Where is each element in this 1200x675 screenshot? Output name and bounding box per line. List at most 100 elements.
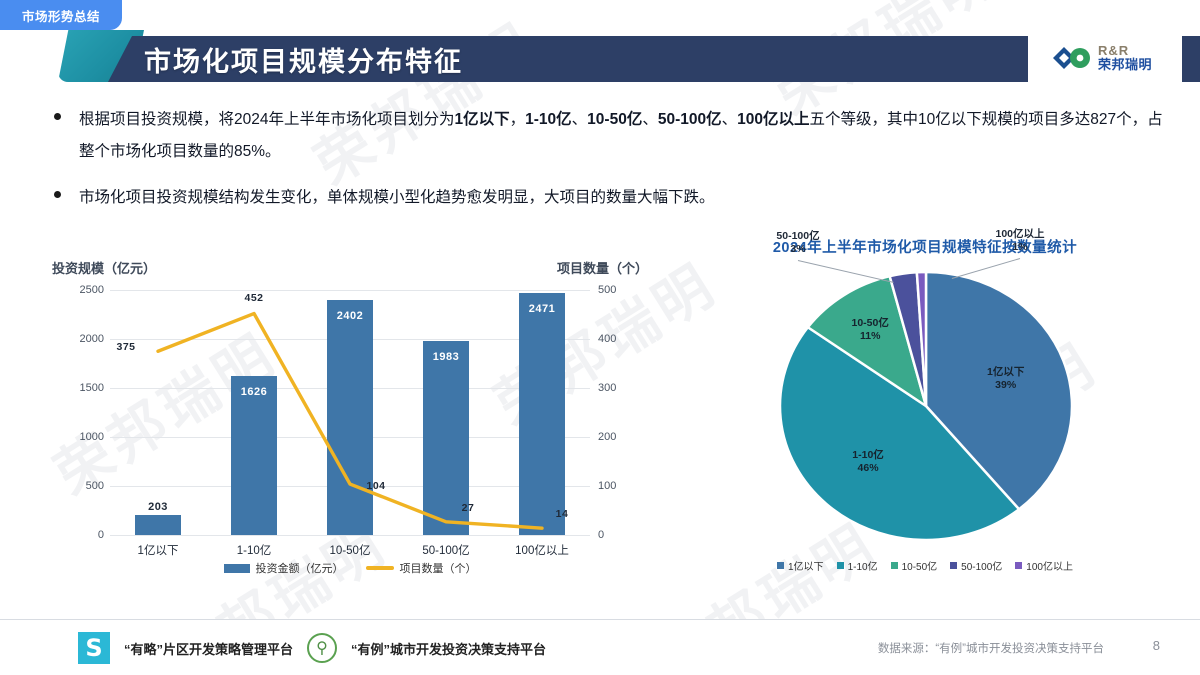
bar-value-label: 203	[148, 501, 168, 514]
brand-name-cn: 荣邦瑞明	[1098, 56, 1153, 72]
line-value-label: 27	[461, 501, 475, 514]
title-banner: 市场化项目规模分布特征	[108, 36, 1028, 82]
charts-row: 投资规模（亿元） 项目数量（个） 0 0 500 100 1000 200 1500 300 2…	[0, 228, 1200, 613]
x-axis-tick-label: 10-50亿	[329, 545, 371, 557]
bar-chart-plot-area: 0 0 500 100 1000 200 1500 300 2000 400 2500 500 203 1…	[80, 284, 617, 557]
pie-slice-label: 50-100亿 3%	[776, 230, 820, 256]
right-axis-title: 项目数量（个）	[556, 261, 648, 276]
slide-footer: S “有略”片区开发策略管理平台 ⚲ “有例”城市开发投资决策支持平台 数据来源…	[0, 619, 1200, 675]
right-axis-tick: 0	[598, 529, 605, 541]
x-axis-tick-label: 1-10亿	[236, 545, 272, 557]
section-tab[interactable]: 市场形势总结	[0, 0, 122, 30]
bullet-list: 根据项目投资规模，将2024年上半年市场化项目划分为1亿以下，1-10亿、10-…	[54, 104, 1174, 228]
x-axis-tick-label: 100亿以上	[515, 545, 569, 557]
legend-label: 10-50亿	[901, 562, 938, 573]
line-value-label: 452	[244, 291, 264, 304]
legend-item: 1亿以下	[777, 558, 824, 573]
pie-slice[interactable]	[915, 270, 928, 407]
left-axis-tick: 500	[85, 480, 104, 492]
section-tab-label: 市场形势总结	[21, 9, 100, 24]
bar	[327, 299, 373, 535]
legend-label: 50-100亿	[961, 562, 1003, 573]
gridline	[110, 290, 590, 291]
pie-chart-plot-area: 1亿以下 39% 1-10亿 46% 10-50亿 11% 50-100亿 3% 100亿以上 1…	[776, 228, 1076, 552]
line-value-label: 14	[555, 508, 569, 521]
right-axis-tick: 500	[598, 284, 617, 296]
legend-swatch-icon	[836, 562, 844, 569]
bullet-text: 市场化项目投资规模结构发生变化，单体规模小型化趋势愈发明显，大项目的数量大幅下跌…	[79, 189, 715, 206]
pie-slice[interactable]	[778, 325, 1021, 542]
right-axis-tick: 200	[598, 431, 617, 443]
s-logo-icon: S	[78, 632, 110, 664]
bullet-item: 根据项目投资规模，将2024年上半年市场化项目划分为1亿以下，1-10亿、10-…	[54, 104, 1174, 168]
rr-diamond-icon	[1053, 46, 1090, 69]
brand-logo: R&R 荣邦瑞明	[1052, 44, 1152, 71]
legend-item: 50-100亿	[950, 558, 1002, 573]
pie-chart-legend: 1亿以下 1-10亿 10-50亿 50-100亿 100亿以上	[660, 558, 1190, 573]
pie-slice[interactable]	[924, 270, 1074, 511]
legend-swatch-icon	[1015, 562, 1023, 569]
bar-value-label: 1626	[240, 385, 268, 398]
legend-swatch-line-icon	[365, 566, 394, 570]
left-axis-tick: 2500	[79, 284, 104, 296]
bullet-item: 市场化项目投资规模结构发生变化，单体规模小型化趋势愈发明显，大项目的数量大幅下跌…	[54, 182, 1174, 214]
legend-item: 100亿以上	[1015, 558, 1073, 573]
pie-slices	[778, 270, 1074, 542]
legend-item-count: 项目数量（个）	[365, 560, 477, 576]
platform-1-label: “有略”片区开发策略管理平台	[124, 641, 294, 657]
pie-slice[interactable]	[806, 274, 929, 409]
legend-swatch-icon	[777, 562, 784, 569]
bar-chart-legend: 投资金额（亿元） 项目数量（个）	[40, 560, 660, 576]
legend-swatch-bar-icon	[223, 563, 250, 573]
left-axis-tick: 1000	[79, 431, 104, 443]
line-value-label: 104	[366, 480, 386, 493]
bar	[423, 340, 469, 535]
legend-label: 1-10亿	[847, 562, 878, 573]
legend-swatch-icon	[890, 562, 898, 569]
page-title: 市场化项目规模分布特征	[144, 46, 463, 77]
legend-item-investment: 投资金额（亿元）	[223, 560, 344, 576]
footer-platforms: S “有略”片区开发策略管理平台 ⚲ “有例”城市开发投资决策支持平台	[78, 632, 546, 664]
legend-label: 100亿以上	[1026, 562, 1073, 573]
gridline	[110, 535, 590, 536]
bar-line-combo-chart: 投资规模（亿元） 项目数量（个） 0 0 500 100 1000 200 1500 300 2…	[40, 228, 660, 598]
legend-item: 1-10亿	[836, 558, 878, 573]
left-axis-tick: 1500	[79, 382, 104, 394]
bar-value-label: 2471	[528, 302, 556, 315]
bar-value-label: 2402	[336, 309, 364, 322]
left-axis-tick: 0	[97, 529, 104, 541]
title-banner-edge	[1182, 36, 1200, 82]
pie-slice-label: 1-10亿 46%	[852, 448, 884, 474]
x-axis-tick-label: 1亿以下	[137, 545, 179, 557]
magnifier-icon: ⚲	[307, 633, 338, 663]
pie-chart-title: 2024年上半年市场化项目规模特征按数量统计	[772, 240, 1078, 256]
data-source-label: 数据来源：“有例”城市开发投资决策支持平台	[877, 643, 1104, 655]
bullet-text: 根据项目投资规模，将2024年上半年市场化项目划分为1亿以下，1-10亿、10-…	[79, 111, 1163, 160]
legend-label: 1亿以下	[788, 562, 824, 573]
line-value-label: 375	[116, 341, 136, 354]
pie-chart: 2024年上半年市场化项目规模特征按数量统计 1亿以下 39% 1-10亿 46% 10…	[660, 228, 1190, 598]
right-axis-tick: 400	[598, 333, 617, 345]
left-axis-tick: 2000	[79, 333, 104, 345]
brand-name-en: R&R	[1098, 43, 1130, 58]
bullet-dot-icon	[54, 113, 61, 120]
page-number: 8	[1152, 638, 1160, 653]
right-axis-tick: 300	[598, 382, 617, 394]
right-axis-tick: 100	[598, 480, 617, 492]
bar	[135, 515, 181, 535]
legend-swatch-icon	[950, 562, 958, 569]
legend-label: 项目数量（个）	[399, 563, 477, 575]
bar	[231, 375, 277, 535]
pie-slice-label: 10-50亿 11%	[851, 316, 889, 342]
bar-value-label: 1983	[432, 350, 460, 363]
left-axis-title: 投资规模（亿元）	[52, 261, 157, 276]
line-series	[156, 311, 544, 530]
platform-2-label: “有例”城市开发投资决策支持平台	[351, 641, 547, 657]
legend-item: 10-50亿	[890, 558, 938, 573]
slide-header: 市场形势总结 市场化项目规模分布特征 R&R 荣邦瑞明	[0, 0, 1200, 95]
bullet-dot-icon	[54, 191, 61, 198]
legend-label: 投资金额（亿元）	[255, 563, 344, 575]
x-axis-tick-label: 50-100亿	[422, 545, 470, 557]
pie-slice-label: 100亿以上 1%	[995, 228, 1045, 254]
pie-slice-label: 1亿以下 39%	[987, 365, 1025, 391]
